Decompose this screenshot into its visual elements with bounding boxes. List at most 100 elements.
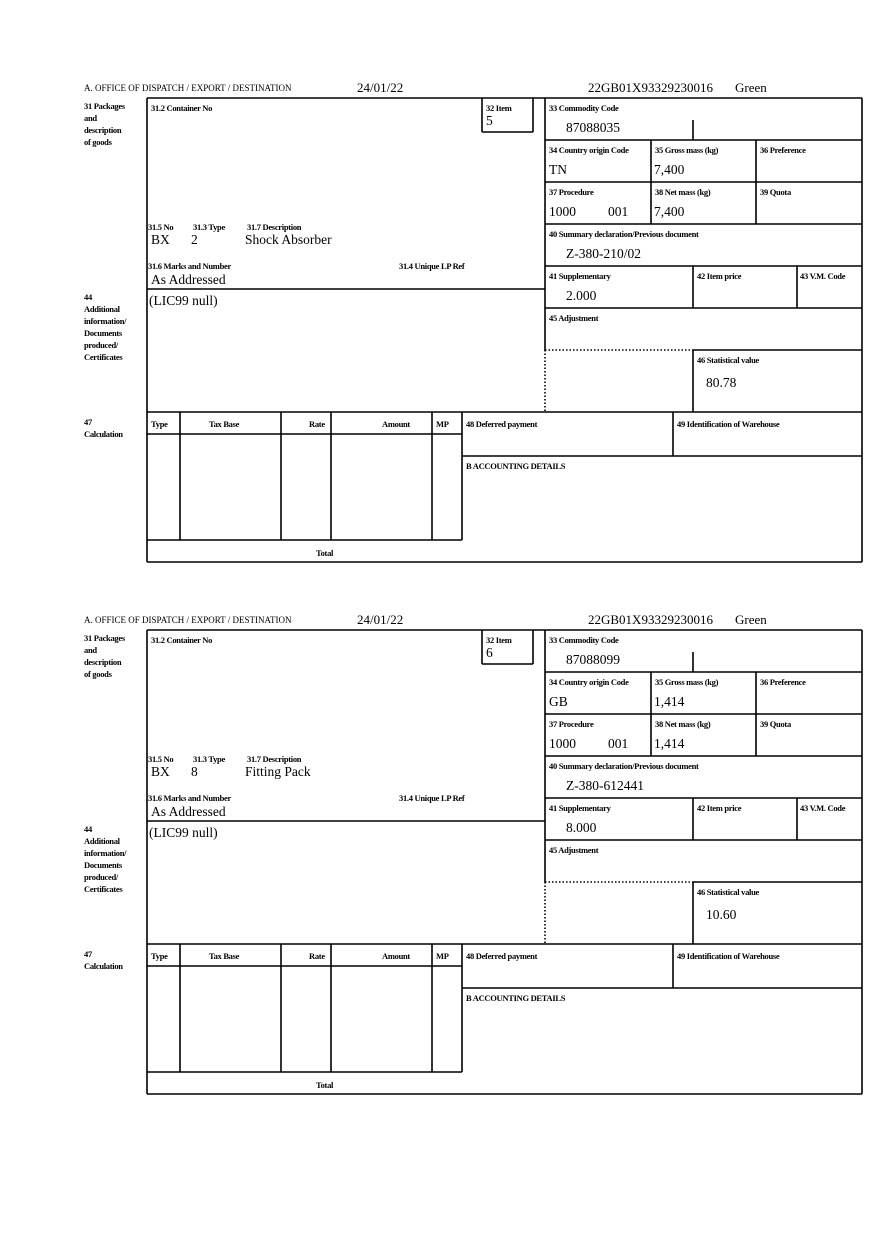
label-line: information/ <box>84 316 127 326</box>
label-line: Calculation <box>84 961 123 971</box>
marks-value: As Addressed <box>151 272 226 287</box>
container-no-label: 31.2 Container No <box>151 103 213 113</box>
declaration-reference: 22GB01X93329230016 <box>588 80 713 95</box>
adjustment-label: 45 Adjustment <box>549 845 599 855</box>
net-mass-label: 38 Net mass (kg) <box>655 187 711 197</box>
description-label: 31.7 Description <box>247 222 302 232</box>
summary-declaration-label: 40 Summary declaration/Previous document <box>549 761 699 771</box>
calc-col-type: Type <box>151 951 168 961</box>
declaration-reference: 22GB01X93329230016 <box>588 612 713 627</box>
procedure-label: 37 Procedure <box>549 187 594 197</box>
calc-col-rate: Rate <box>309 419 325 429</box>
adjustment-label: 45 Adjustment <box>549 313 599 323</box>
label-line: Documents <box>84 860 122 870</box>
item-label: 32 Item <box>486 635 512 645</box>
label-line: of goods <box>84 669 112 679</box>
net-mass-value: 7,400 <box>654 204 685 219</box>
label-line: 47 <box>84 949 92 959</box>
label-line: description <box>84 657 122 667</box>
summary-declaration-label: 40 Summary declaration/Previous document <box>549 229 699 239</box>
statistical-value: 80.78 <box>706 375 737 390</box>
additional-info-value: (LIC99 null) <box>149 293 218 308</box>
calculation-label: 47 Calculation <box>84 416 123 440</box>
declaration-date: 24/01/22 <box>357 80 404 95</box>
calc-col-tax-base: Tax Base <box>209 419 240 429</box>
procedure-value: 1000 <box>549 204 576 219</box>
description-value: Shock Absorber <box>245 232 332 247</box>
label-line: 44 <box>84 824 92 834</box>
declaration-item-form: A. OFFICE OF DISPATCH / EXPORT / DESTINA… <box>0 612 882 1112</box>
gross-mass-value: 1,414 <box>654 694 685 709</box>
warehouse-label: 49 Identification of Warehouse <box>677 951 780 961</box>
item-number: 5 <box>486 113 493 128</box>
container-no-label: 31.2 Container No <box>151 635 213 645</box>
office-header: A. OFFICE OF DISPATCH / EXPORT / DESTINA… <box>84 615 292 625</box>
summary-declaration-value: Z-380-612441 <box>566 778 644 793</box>
item-price-label: 42 Item price <box>697 271 742 281</box>
warehouse-label: 49 Identification of Warehouse <box>677 419 780 429</box>
calc-total-label: Total <box>316 1080 334 1090</box>
package-no-label: 31.5 No <box>148 754 174 764</box>
calculation-label: 47 Calculation <box>84 948 123 972</box>
calc-col-mp: MP <box>436 419 449 429</box>
additional-info-value: (LIC99 null) <box>149 825 218 840</box>
label-line: Certificates <box>84 352 123 362</box>
packages-label: 31 Packages and description of goods <box>84 632 125 680</box>
item-number: 6 <box>486 645 493 660</box>
commodity-code-label: 33 Commodity Code <box>549 635 619 645</box>
label-line: 47 <box>84 417 92 427</box>
unique-lp-ref-label: 31.4 Unique LP Ref <box>399 261 465 271</box>
calc-col-mp: MP <box>436 951 449 961</box>
package-kind-value: BX <box>151 764 170 779</box>
package-type-label: 31.3 Type <box>193 754 225 764</box>
label-line: Certificates <box>84 884 123 894</box>
office-header: A. OFFICE OF DISPATCH / EXPORT / DESTINA… <box>84 83 292 93</box>
net-mass-label: 38 Net mass (kg) <box>655 719 711 729</box>
statistical-value: 10.60 <box>706 907 737 922</box>
package-count-value: 8 <box>191 764 198 779</box>
label-line: 44 <box>84 292 92 302</box>
description-label: 31.7 Description <box>247 754 302 764</box>
procedure-value: 1000 <box>549 736 576 751</box>
gross-mass-value: 7,400 <box>654 162 685 177</box>
label-line: produced/ <box>84 872 118 882</box>
procedure-additional-value: 001 <box>608 204 629 219</box>
form-grid-lines <box>146 97 863 563</box>
package-kind-value: BX <box>151 232 170 247</box>
form-grid-lines <box>146 629 863 1095</box>
label-line: produced/ <box>84 340 118 350</box>
package-count-value: 2 <box>191 232 198 247</box>
vm-code-label: 43 V.M. Code <box>800 803 846 813</box>
country-origin-label: 34 Country origin Code <box>549 677 629 687</box>
supplementary-label: 41 Supplementary <box>549 271 611 281</box>
statistical-value-label: 46 Statistical value <box>697 355 759 365</box>
country-origin-value: GB <box>549 694 568 709</box>
package-no-label: 31.5 No <box>148 222 174 232</box>
commodity-code-value: 87088035 <box>566 120 620 135</box>
calc-col-type: Type <box>151 419 168 429</box>
net-mass-value: 1,414 <box>654 736 685 751</box>
label-line: Documents <box>84 328 122 338</box>
label-line: of goods <box>84 137 112 147</box>
package-type-label: 31.3 Type <box>193 222 225 232</box>
label-line: 31 Packages <box>84 633 125 643</box>
quota-label: 39 Quota <box>760 719 791 729</box>
commodity-code-label: 33 Commodity Code <box>549 103 619 113</box>
item-price-label: 42 Item price <box>697 803 742 813</box>
marks-label: 31.6 Marks and Number <box>148 261 231 271</box>
label-line: information/ <box>84 848 127 858</box>
route-status: Green <box>735 612 767 627</box>
additional-info-label: 44 Additional information/ Documents pro… <box>84 823 127 895</box>
calc-col-tax-base: Tax Base <box>209 951 240 961</box>
label-line: description <box>84 125 122 135</box>
calc-col-amount: Amount <box>382 951 410 961</box>
label-line: and <box>84 113 97 123</box>
accounting-details-label: B ACCOUNTING DETAILS <box>466 993 566 1003</box>
packages-label: 31 Packages and description of goods <box>84 100 125 148</box>
label-line: and <box>84 645 97 655</box>
item-label: 32 Item <box>486 103 512 113</box>
label-line: Additional <box>84 836 120 846</box>
calc-col-amount: Amount <box>382 419 410 429</box>
country-origin-label: 34 Country origin Code <box>549 145 629 155</box>
declaration-item-form: A. OFFICE OF DISPATCH / EXPORT / DESTINA… <box>0 80 882 580</box>
